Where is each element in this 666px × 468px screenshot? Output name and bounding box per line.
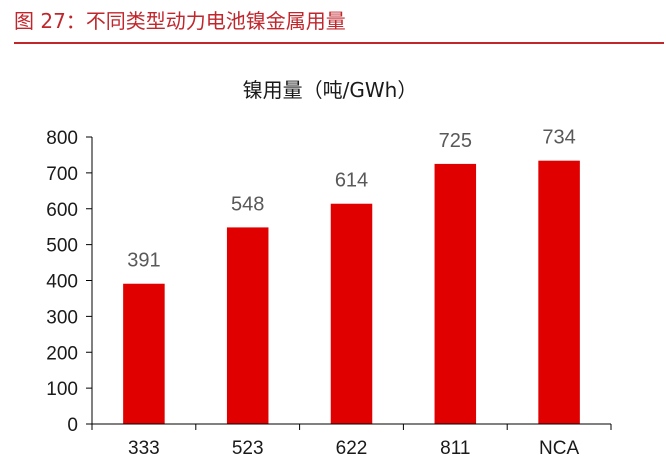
x-axis-labels: 333 523 622 811 NCA — [128, 438, 579, 459]
x-category-label: 333 — [128, 438, 160, 459]
x-category-label: 523 — [232, 438, 264, 459]
y-tick-label: 600 — [46, 200, 78, 221]
x-category-label: NCA — [539, 438, 579, 459]
caption-divider — [14, 42, 664, 44]
bar — [226, 227, 269, 424]
y-tick-label: 100 — [46, 379, 78, 400]
bar — [434, 163, 477, 424]
y-axis-ticks: 0 100 200 300 400 500 600 700 800 — [46, 128, 612, 436]
data-label: 391 — [127, 250, 160, 272]
x-category-label: 622 — [336, 438, 368, 459]
bar — [538, 160, 580, 425]
y-tick-label: 0 — [67, 415, 78, 436]
data-label: 548 — [231, 193, 264, 215]
y-tick-label: 500 — [46, 236, 78, 257]
chart-title: 镍用量（吨/GWh） — [243, 78, 418, 102]
figure-number: 图 27： — [14, 9, 86, 33]
y-tick-label: 800 — [46, 128, 78, 149]
y-tick-label: 300 — [46, 307, 78, 328]
bars — [123, 160, 580, 425]
y-tick-label: 400 — [46, 272, 78, 293]
bar — [123, 283, 165, 424]
figure-title: 不同类型动力电池镍金属用量 — [85, 9, 346, 33]
data-label: 734 — [542, 127, 575, 149]
figure-caption: 图 27：不同类型动力电池镍金属用量 — [14, 4, 346, 38]
data-label: 614 — [335, 170, 368, 192]
y-tick-label: 700 — [46, 164, 78, 185]
y-tick-label: 200 — [46, 343, 78, 364]
data-labels: 391 548 614 725 734 — [127, 127, 576, 272]
x-category-label: 811 — [440, 438, 470, 459]
bar — [330, 203, 373, 424]
data-label: 725 — [439, 130, 472, 152]
